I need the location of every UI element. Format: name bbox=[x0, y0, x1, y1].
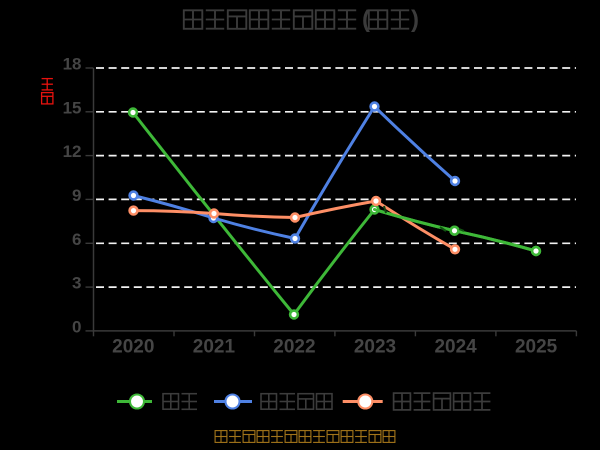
svg-text:0: 0 bbox=[72, 317, 81, 336]
svg-text:(: ( bbox=[362, 6, 370, 33]
svg-text:18: 18 bbox=[63, 55, 82, 74]
svg-text:2025: 2025 bbox=[515, 337, 558, 358]
svg-text:15: 15 bbox=[63, 98, 82, 117]
svg-text:): ) bbox=[411, 6, 419, 33]
svg-text:3: 3 bbox=[72, 274, 81, 293]
svg-text:9: 9 bbox=[72, 186, 81, 205]
svg-text:2024: 2024 bbox=[434, 337, 477, 358]
svg-text:6: 6 bbox=[72, 230, 81, 249]
svg-text:2023: 2023 bbox=[354, 337, 396, 358]
svg-text:2021: 2021 bbox=[193, 337, 236, 358]
svg-text:12: 12 bbox=[63, 142, 82, 161]
svg-text:2020: 2020 bbox=[112, 337, 154, 358]
svg-text:2022: 2022 bbox=[273, 337, 315, 358]
